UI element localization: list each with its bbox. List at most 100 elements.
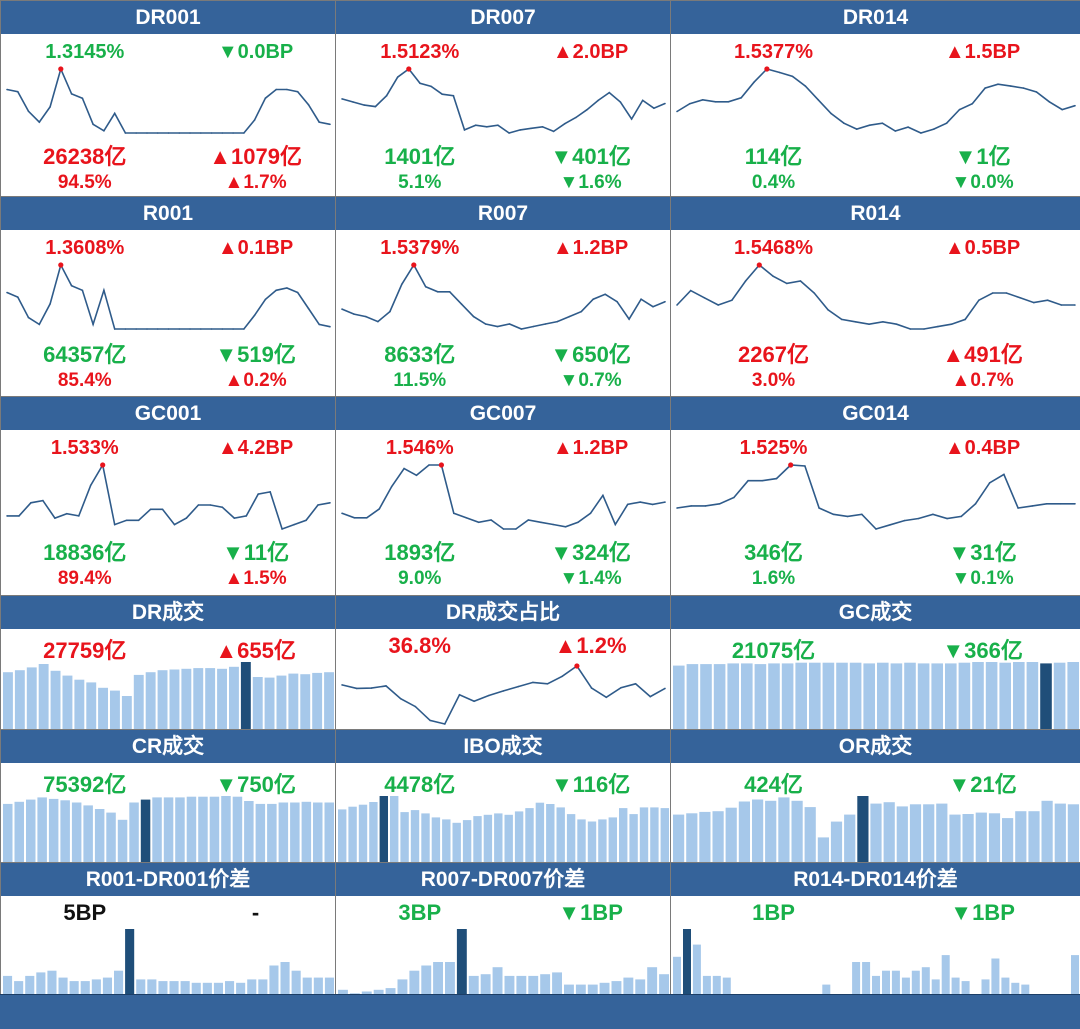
rate-value: 1.5379% bbox=[380, 237, 460, 259]
bar bbox=[349, 993, 360, 994]
rate-change: ▲1.2BP bbox=[552, 237, 629, 259]
data-point bbox=[352, 101, 354, 103]
data-point bbox=[210, 132, 213, 134]
share-change: ▼0.0% bbox=[951, 172, 1014, 193]
share-change: ▲1.7% bbox=[224, 172, 287, 193]
bar bbox=[229, 666, 239, 729]
bar bbox=[629, 814, 638, 862]
data-point bbox=[389, 310, 391, 313]
data-point bbox=[733, 496, 735, 499]
bar-latest bbox=[1040, 663, 1052, 729]
data-point bbox=[714, 101, 717, 103]
volume-change: ▼324亿 bbox=[550, 540, 631, 565]
panel-title: DR成交 bbox=[1, 596, 335, 629]
bar bbox=[877, 662, 889, 729]
data-point bbox=[827, 309, 829, 311]
data-point bbox=[640, 298, 642, 300]
panel-dr001: DR001 1.3145% ▼0.0BP 26238亿 ▲1079亿 94.5% ▲1.7% bbox=[0, 0, 335, 196]
data-point bbox=[689, 102, 691, 105]
volume-value: 346亿 bbox=[744, 540, 803, 565]
volume-value: 1401亿 bbox=[384, 144, 456, 169]
data-point bbox=[103, 130, 105, 132]
data-point bbox=[843, 122, 845, 124]
data-point bbox=[286, 88, 288, 91]
volume-value: 2267亿 bbox=[738, 342, 809, 367]
data-point bbox=[161, 508, 164, 511]
data-point bbox=[727, 101, 730, 103]
panel-title: GC007 bbox=[336, 397, 670, 430]
bar bbox=[492, 967, 503, 994]
data-point bbox=[296, 291, 299, 294]
bar bbox=[999, 662, 1011, 729]
bar bbox=[290, 802, 300, 862]
series-line bbox=[6, 66, 331, 134]
data-point bbox=[917, 517, 920, 520]
data-point bbox=[868, 124, 871, 126]
data-point bbox=[960, 515, 963, 518]
bar bbox=[722, 977, 731, 994]
bar bbox=[69, 981, 79, 994]
peak-marker bbox=[764, 66, 770, 72]
bar bbox=[985, 662, 998, 729]
data-point bbox=[1035, 91, 1038, 93]
data-point bbox=[1003, 473, 1005, 476]
volume-bars bbox=[3, 662, 334, 729]
bar bbox=[180, 981, 190, 994]
bar-latest bbox=[379, 796, 388, 862]
data-point bbox=[221, 328, 224, 330]
data-point bbox=[197, 504, 200, 506]
share-value: 11.5% bbox=[393, 370, 447, 391]
bar bbox=[778, 797, 790, 862]
data-point bbox=[608, 91, 611, 94]
bar bbox=[949, 814, 961, 862]
data-point bbox=[616, 300, 618, 303]
bar bbox=[258, 979, 268, 994]
data-point bbox=[832, 513, 835, 516]
data-point bbox=[17, 296, 19, 298]
panel-or-volume: OR成交 424亿 ▼21亿 bbox=[670, 729, 1080, 862]
data-point bbox=[605, 696, 608, 699]
share-change: ▲0.2% bbox=[224, 370, 287, 391]
share-change: ▲1.5% bbox=[224, 568, 287, 589]
volume-change: ▲1.2% bbox=[554, 633, 627, 658]
bar bbox=[62, 675, 73, 729]
data-point bbox=[353, 313, 355, 315]
panel-gc007: GC007 1.546% ▲1.2BP 1893亿 ▼324亿 9.0% ▼1.4% bbox=[335, 396, 670, 595]
series-line bbox=[341, 263, 666, 330]
data-point bbox=[463, 129, 466, 131]
data-point bbox=[772, 275, 774, 277]
bar bbox=[37, 797, 47, 862]
bar bbox=[650, 807, 659, 862]
data-point bbox=[329, 502, 331, 504]
data-point bbox=[399, 697, 402, 700]
bar bbox=[1011, 982, 1020, 994]
bar bbox=[883, 802, 895, 862]
data-point bbox=[868, 323, 870, 325]
bar bbox=[442, 819, 451, 862]
rate-sparkline bbox=[6, 462, 331, 531]
data-point bbox=[54, 517, 56, 519]
rate-value: 1.3145% bbox=[45, 41, 125, 63]
data-point bbox=[38, 323, 41, 326]
data-point bbox=[1074, 104, 1076, 107]
data-point bbox=[275, 289, 278, 292]
data-point bbox=[149, 508, 152, 511]
rate-sparkline bbox=[6, 66, 331, 134]
data-point bbox=[18, 515, 20, 517]
bar bbox=[862, 962, 871, 994]
peak-marker bbox=[438, 462, 444, 468]
bar bbox=[516, 975, 527, 994]
data-point bbox=[385, 685, 387, 687]
volume-change: ▼11亿 bbox=[222, 540, 290, 565]
bar bbox=[768, 663, 780, 729]
data-point bbox=[200, 132, 202, 134]
bar bbox=[822, 662, 835, 729]
data-point bbox=[341, 308, 343, 310]
data-point bbox=[717, 304, 719, 306]
data-point bbox=[664, 102, 666, 105]
bar bbox=[400, 812, 409, 862]
volume-value: 4478亿 bbox=[384, 772, 456, 797]
data-point bbox=[889, 524, 891, 526]
bar bbox=[301, 801, 312, 862]
data-point bbox=[984, 87, 986, 89]
